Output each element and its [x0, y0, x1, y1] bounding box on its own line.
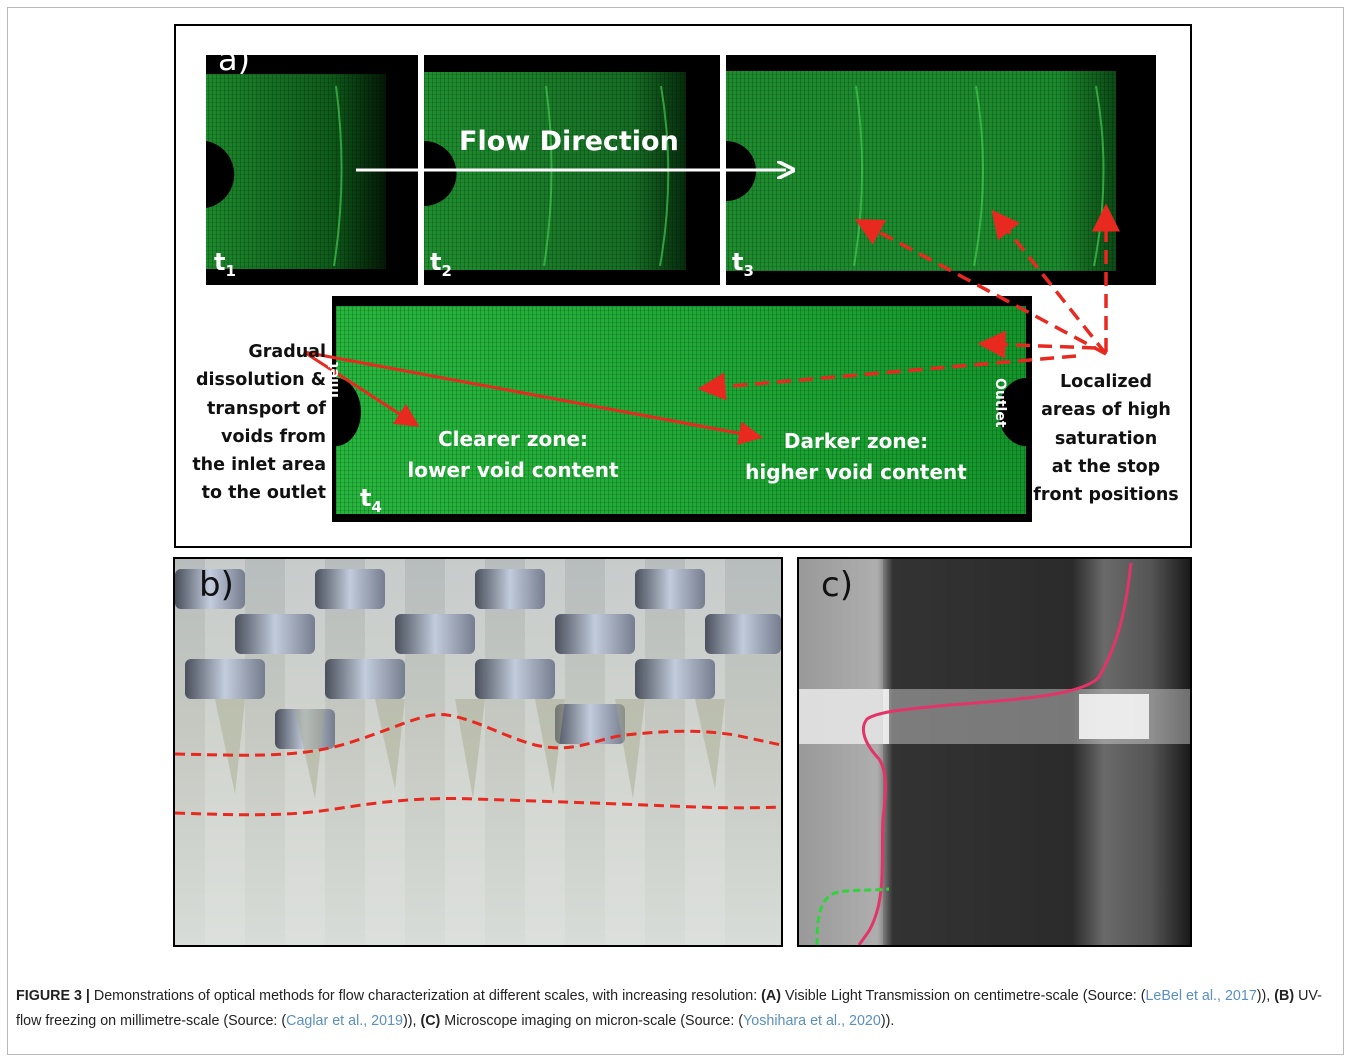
inlet-label: Inlet — [326, 361, 342, 398]
figure-caption: FIGURE 3 | Demonstrations of optical met… — [16, 984, 1338, 1034]
left-annotation-line: Gradual — [248, 342, 326, 362]
caption-end-b: )), — [402, 1013, 421, 1029]
caption-tag-a: (A) — [761, 988, 782, 1004]
clearer-zone-label: Clearer zone: lower void content — [398, 424, 628, 486]
darker-zone-label: Darker zone: higher void content — [736, 426, 976, 488]
caption-end-c: )). — [880, 1013, 895, 1029]
panel-a-graphic — [206, 55, 1156, 522]
time-label-t1: t1 — [214, 248, 236, 280]
right-annotation-line: at the stop — [1051, 456, 1161, 477]
time-label-t2-text: t — [430, 248, 442, 276]
left-annotation: Gradual dissolution & transport of voids… — [170, 338, 326, 508]
right-annotation: Localized areas of high saturation at th… — [1024, 368, 1188, 509]
caption-text-b: UV-flow freezing on millimetre-scale (So… — [16, 988, 1322, 1029]
citation-yoshihara[interactable]: Yoshihara et al., 2020 — [743, 1013, 881, 1029]
image-t4 — [332, 296, 1032, 522]
caption-end-a: )), — [1256, 988, 1275, 1004]
panel-a: a) Flow Direction t1 t2 t3 t4 Inlet Outl… — [174, 24, 1192, 548]
left-annotation-line: dissolution & — [195, 370, 326, 391]
left-annotation-line: to the outlet — [201, 483, 326, 504]
caption-tag-b: (B) — [1274, 988, 1295, 1004]
left-annotation-line: the inlet area — [192, 455, 326, 476]
flow-front-contour-green — [815, 887, 890, 945]
darker-zone-line: Darker zone: — [783, 429, 929, 453]
time-label-t4: t4 — [360, 484, 382, 516]
citation-caglar[interactable]: Caglar et al., 2019 — [286, 1013, 403, 1029]
right-annotation-line: areas of high — [1041, 400, 1171, 421]
image-t3 — [726, 55, 1156, 285]
panel-b-photo — [175, 559, 781, 945]
flow-front-contour-pink — [857, 562, 1133, 945]
panel-c-label: c) — [821, 565, 853, 605]
caption-intro: Demonstrations of optical methods for fl… — [89, 988, 762, 1004]
flow-direction-label: Flow Direction — [459, 126, 679, 157]
caption-tag-c: (C) — [420, 1013, 441, 1029]
time-label-t3: t3 — [732, 248, 754, 280]
right-annotation-line: saturation — [1054, 428, 1158, 449]
panel-c-micrograph — [799, 559, 1190, 945]
arrow-to-clearer-zone — [303, 350, 420, 427]
time-label-t1-sub: 1 — [225, 261, 236, 280]
time-label-t4-sub: 4 — [371, 497, 382, 516]
caption-text-a: Visible Light Transmission on centimetre… — [781, 988, 1146, 1004]
figure-frame — [7, 7, 1344, 1055]
panel-b: b) — [173, 557, 783, 947]
time-label-t2-sub: 2 — [441, 261, 452, 280]
citation-lebel[interactable]: LeBel et al., 2017 — [1145, 988, 1257, 1004]
clearer-zone-line: Clearer zone: — [437, 427, 589, 451]
time-label-t4-text: t — [360, 484, 372, 512]
arrow-to-darker-zone — [303, 350, 763, 446]
panel-b-label: b) — [199, 565, 234, 605]
panel-c: c) — [797, 557, 1192, 947]
left-annotation-line: voids from — [221, 426, 326, 447]
time-label-t1-text: t — [214, 248, 226, 276]
right-annotation-line: front positions — [1033, 485, 1179, 506]
time-label-t3-sub: 3 — [743, 261, 754, 280]
right-annotation-line: Localized — [1060, 372, 1152, 392]
darker-zone-line: higher void content — [745, 460, 967, 484]
panel-a-label: a) — [218, 40, 251, 78]
time-label-t3-text: t — [732, 248, 744, 276]
saturation-arrows — [697, 203, 1120, 401]
caption-text-c: Microscope imaging on micron-scale (Sour… — [440, 1013, 744, 1029]
outlet-label: Outlet — [992, 378, 1008, 428]
time-label-t2: t2 — [430, 248, 452, 280]
caption-figure-label: FIGURE 3 | — [16, 988, 90, 1004]
flow-front-upper — [175, 712, 781, 757]
left-annotation-line: transport of — [207, 398, 326, 419]
clearer-zone-line: lower void content — [407, 458, 619, 482]
